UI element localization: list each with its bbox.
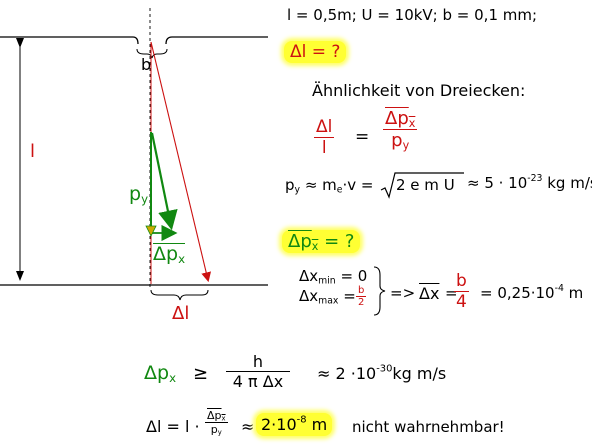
py-result-val: ≈ 5 · 10: [467, 174, 528, 192]
uncertainty-den-b: Δx: [262, 372, 284, 391]
beam-deflected: [150, 41, 212, 283]
ratio-lhs-den: l: [321, 138, 327, 158]
slit-width-label: b: [141, 55, 152, 74]
uncertainty-den-a: 4 π: [232, 372, 258, 391]
vector-py-head: [145, 225, 157, 237]
ratio-rhs-num: Δpx: [383, 108, 418, 130]
uncertainty-geq: ≥: [193, 363, 209, 384]
dx-max-frac-den: 2: [358, 297, 365, 308]
dx-result-unit: m: [568, 284, 584, 302]
final-frac: Δpx py: [205, 409, 228, 436]
dx-max-label: Δx: [299, 287, 319, 305]
ratio-lhs: Δl l: [314, 117, 335, 158]
py-eq-approx: ≈ m: [304, 176, 337, 194]
dx-max-line: Δxmax =: [299, 287, 356, 305]
dx-max-frac-num: b: [356, 285, 367, 297]
dx-min-label: Δx: [299, 267, 319, 285]
uncertainty-lhs-sub: x: [169, 370, 177, 385]
dpx-label: Δpx: [153, 243, 186, 266]
ratio-rhs-den-p: p: [391, 130, 403, 151]
slit-width-brace: [136, 48, 168, 59]
ratio-rhs-num-dp: Δp: [385, 108, 409, 129]
py-result-exp: -23: [527, 173, 543, 185]
dx-quarter-frac: b 4: [454, 271, 469, 312]
dx-result-val: = 0,25·10: [480, 284, 555, 302]
sqrt-sign: [380, 172, 464, 199]
dx-bar: Δx: [419, 284, 440, 303]
dx-result: = 0,25·10-4 m: [480, 284, 583, 302]
slit-edge-left: [132, 36, 139, 45]
ratio-rhs-num-text: Δpx: [385, 108, 415, 129]
ratio-lhs-num: Δl: [314, 117, 335, 138]
dx-brace: [373, 266, 386, 316]
final-approx: ≈: [241, 417, 255, 436]
final-frac-num: Δpx: [205, 409, 228, 423]
py-eq-v: ·v =: [342, 176, 374, 194]
uncertainty-result: ≈ 2 ·10-30kg m/s: [317, 364, 446, 383]
question-dpx-tail: = ?: [318, 231, 355, 252]
deflection-brace: [150, 289, 209, 301]
givens-line: l = 0,5m; U = 10kV; b = 0,1 mm;: [287, 6, 538, 24]
uncertainty-exp: -30: [376, 363, 393, 375]
dx-min-sub: min: [318, 275, 336, 287]
distance-label: l: [30, 141, 36, 162]
ratio-rhs-den-sub: y: [402, 138, 410, 152]
dx-max-frac: b 2: [356, 285, 367, 308]
question-dpx-text: Δpx: [288, 231, 318, 252]
final-frac-den-p: p: [210, 423, 218, 436]
dx-min-line: Δxmin = 0: [299, 267, 367, 285]
py-label-sub: y: [141, 191, 149, 206]
final-frac-num-ov: Δpx: [207, 409, 226, 422]
py-radicand: 2 e m U: [396, 176, 455, 194]
slit-edge-right: [165, 36, 173, 45]
final-frac-den-sub: y: [217, 428, 222, 437]
uncertainty-lhs-dp: Δp: [144, 362, 170, 384]
py-equation: py ≈ me·v =: [285, 176, 374, 194]
uncertainty-frac: h 4 π Δx: [226, 352, 290, 391]
final-lhs: Δl = l ·: [146, 417, 200, 436]
py-label: py: [129, 183, 148, 205]
uncertainty-unit: kg m/s: [392, 364, 447, 383]
question-delta-px: Δpx = ?: [282, 230, 361, 253]
final-frac-num-dp: Δp: [207, 409, 222, 422]
dx-min-val: = 0: [340, 267, 368, 285]
dx-max-sub: max: [318, 295, 339, 307]
dpx-label-text: Δp: [153, 243, 179, 265]
final-value-num: 2·10: [261, 415, 297, 434]
dx-result-exp: -4: [554, 283, 564, 295]
py-eq-me-sub: e: [336, 184, 343, 196]
final-comment: nicht wahrnehmbar!: [352, 418, 505, 436]
similarity-heading: Ähnlichkeit von Dreiecken:: [312, 81, 526, 100]
py-eq-sub: y: [294, 184, 301, 196]
py-result: ≈ 5 · 10-23 kg m/s: [467, 174, 592, 192]
uncertainty-num: h: [226, 352, 290, 372]
dx-arrow: =>: [390, 284, 416, 302]
vector-p: [150, 132, 178, 231]
uncertainty-approx: ≈ 2 ·10: [317, 364, 377, 383]
final-frac-num-sub: x: [221, 414, 226, 423]
dx-quarter-num: b: [454, 271, 469, 292]
question-delta-l: Δl = ?: [284, 41, 347, 63]
ratio-rhs-den: py: [383, 130, 417, 151]
py-eq-p: p: [285, 176, 295, 194]
deflection-label: Δl: [172, 303, 190, 324]
uncertainty-den: 4 π Δx: [226, 372, 290, 391]
dpx-label-sub: x: [178, 251, 186, 266]
final-frac-den: py: [205, 423, 228, 436]
ratio-rhs: Δpx py: [383, 108, 418, 151]
uncertainty-lhs: Δpx: [144, 362, 176, 384]
final-value-unit: m: [311, 415, 328, 434]
dx-max-eq: =: [343, 287, 356, 305]
ratio-equals: =: [355, 127, 370, 147]
py-label-p: p: [129, 183, 142, 205]
ratio-rhs-num-sub: x: [408, 116, 416, 130]
dx-eq: =: [445, 284, 458, 302]
py-result-unit: kg m/s: [547, 174, 592, 192]
question-dpx-dp: Δp: [288, 231, 312, 252]
final-value: 2·10-8 m: [256, 413, 333, 436]
question-dpx-sub: x: [311, 239, 319, 253]
dx-quarter-den: 4: [456, 292, 467, 312]
final-value-exp: -8: [296, 414, 307, 426]
